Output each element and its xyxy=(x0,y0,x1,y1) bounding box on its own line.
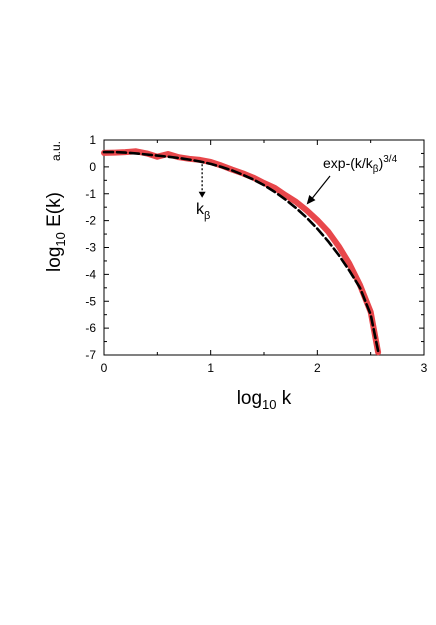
fit-arrow-shaft xyxy=(309,175,331,202)
y-axis-units: a.u. xyxy=(49,141,63,161)
annotations xyxy=(198,164,331,205)
x-tick-label: 1 xyxy=(207,361,214,375)
axes: 0 1 2 3 1 0 -1 -2 -3 -4 -5 -6 -7 xyxy=(85,133,427,375)
x-axis-label: log10 k xyxy=(237,388,292,412)
series-lines xyxy=(101,148,382,356)
fit-dashed-line xyxy=(102,150,380,353)
y-tick-label: -4 xyxy=(85,267,96,281)
y-tick-label: 1 xyxy=(89,133,96,147)
y-tick-label: -6 xyxy=(85,321,96,335)
y-tick-label: -7 xyxy=(85,348,96,362)
fit-arrow-head xyxy=(306,195,316,205)
y-tick-label: -2 xyxy=(85,214,96,228)
x-tick-label: 3 xyxy=(421,361,428,375)
y-tick-label: -1 xyxy=(85,187,96,201)
y-axis-label: log10 E(k) xyxy=(44,192,68,272)
x-tick-label: 0 xyxy=(101,361,108,375)
y-tick-label: 0 xyxy=(89,160,96,174)
y-tick-label: -5 xyxy=(85,294,96,308)
y-tick-label: -3 xyxy=(85,241,96,255)
fit-label: exp-(k/kβ)3/4 xyxy=(323,154,398,175)
kbeta-arrow-head xyxy=(198,191,206,198)
kbeta-label: kβ xyxy=(196,201,210,222)
x-tick-label: 2 xyxy=(314,361,321,375)
